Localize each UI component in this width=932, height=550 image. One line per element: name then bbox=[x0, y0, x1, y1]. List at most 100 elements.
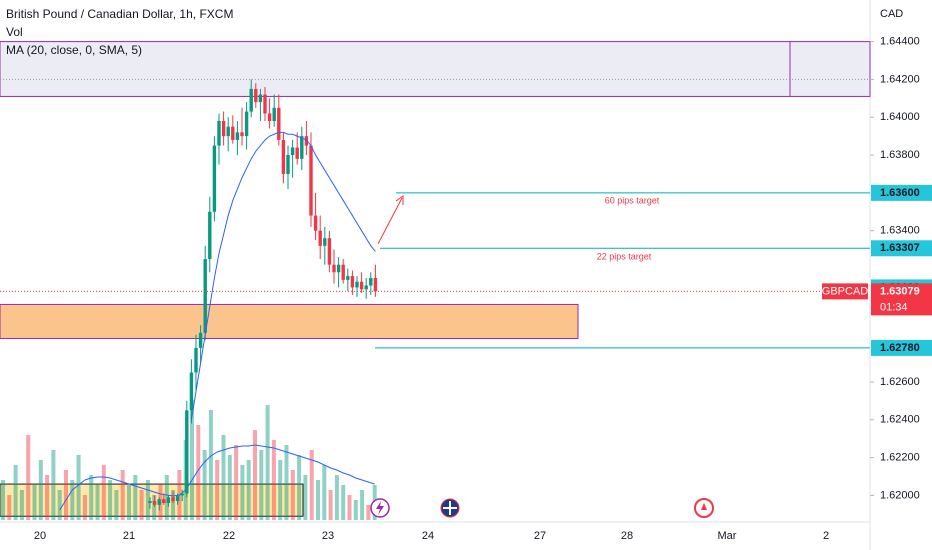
volume-bar bbox=[64, 470, 68, 520]
volume-bar bbox=[227, 455, 232, 520]
volume-bar bbox=[334, 475, 339, 520]
y-tick-label: 1.64000 bbox=[880, 111, 920, 123]
x-tick-label: 24 bbox=[422, 530, 434, 542]
countdown: 01:34 bbox=[880, 301, 908, 313]
volume-bar bbox=[360, 490, 365, 520]
candle-body bbox=[258, 94, 263, 103]
candle-body bbox=[212, 145, 217, 212]
zone bbox=[0, 303, 579, 339]
annotation: 60 pips target bbox=[605, 195, 660, 205]
candle-body bbox=[323, 238, 327, 246]
x-tick-label: 22 bbox=[223, 530, 235, 542]
volume-bar bbox=[127, 485, 131, 520]
candle-body bbox=[336, 264, 341, 273]
volume-bar bbox=[341, 485, 346, 520]
volume-bar bbox=[101, 465, 106, 520]
volume-bar bbox=[145, 480, 150, 520]
y-tick-label: 1.64400 bbox=[880, 36, 920, 48]
candle-body bbox=[300, 136, 304, 159]
volume-bar bbox=[366, 505, 371, 520]
candle-body bbox=[157, 499, 161, 505]
candle-body bbox=[263, 94, 267, 114]
candle-body bbox=[249, 88, 253, 112]
volume-bar bbox=[95, 485, 100, 520]
volume-bar bbox=[152, 495, 157, 520]
volume-bar bbox=[89, 475, 94, 520]
volume-bar bbox=[259, 450, 264, 520]
price-axis bbox=[870, 0, 932, 550]
candle-body bbox=[364, 285, 368, 290]
last-price-bg bbox=[871, 283, 932, 316]
zone bbox=[0, 41, 871, 97]
volume-bar bbox=[316, 480, 320, 520]
candle-body bbox=[180, 493, 184, 496]
y-tick-label: 1.64200 bbox=[880, 73, 920, 85]
x-tick-label: Mar bbox=[718, 530, 737, 542]
volume-bar bbox=[278, 460, 283, 520]
volume-bar bbox=[38, 460, 43, 520]
candle-body bbox=[341, 264, 345, 280]
volume-bar bbox=[32, 485, 37, 520]
flag-cross bbox=[443, 501, 457, 515]
volume-bar bbox=[297, 455, 302, 520]
candle-body bbox=[208, 211, 212, 260]
candle-body bbox=[189, 372, 194, 411]
currency: CAD bbox=[880, 8, 903, 20]
x-tick-label: 28 bbox=[621, 530, 633, 542]
candle-body bbox=[203, 259, 207, 333]
candle-body bbox=[152, 501, 157, 505]
y-tick-label: 1.62600 bbox=[880, 376, 920, 388]
chart-title: British Pound / Canadian Dollar, 1h, FXC… bbox=[6, 7, 233, 21]
volume-bar bbox=[328, 490, 333, 520]
candle-body bbox=[318, 230, 322, 246]
x-tick-label: 27 bbox=[534, 530, 546, 542]
volume-bar bbox=[70, 480, 75, 520]
candle-body bbox=[235, 132, 240, 140]
level-label: 1.63307 bbox=[880, 242, 920, 254]
volume-bar bbox=[45, 475, 50, 520]
volume-bar bbox=[7, 495, 12, 520]
candle-body bbox=[166, 497, 171, 503]
candle-body bbox=[272, 107, 276, 122]
candle-body bbox=[313, 215, 318, 231]
x-tick-label: 23 bbox=[322, 530, 334, 542]
volume-bar bbox=[196, 425, 201, 520]
candle-body bbox=[355, 281, 359, 288]
candle-body bbox=[290, 147, 295, 156]
volume-bar bbox=[240, 465, 245, 520]
level-label: 1.62780 bbox=[880, 342, 920, 354]
volume-bar bbox=[322, 465, 327, 520]
volume-bar bbox=[309, 450, 314, 520]
arrow-head bbox=[395, 195, 404, 205]
volume-bar bbox=[51, 450, 56, 520]
volume-bar bbox=[284, 445, 289, 520]
y-tick-label: 1.63400 bbox=[880, 225, 920, 237]
x-tick-label: 20 bbox=[34, 530, 46, 542]
volume-bar bbox=[190, 400, 194, 520]
candle-body bbox=[295, 147, 299, 159]
y-tick-label: 1.62000 bbox=[880, 489, 920, 501]
candle-body bbox=[217, 121, 221, 146]
symbol-tag: GBPCAD bbox=[822, 285, 869, 297]
ma-line bbox=[190, 131, 376, 420]
volume-bar bbox=[347, 495, 352, 520]
volume-bar bbox=[353, 500, 358, 520]
volume-bar bbox=[265, 405, 270, 520]
candle-body bbox=[171, 497, 175, 502]
volume-bar bbox=[26, 435, 31, 520]
volume-bar bbox=[1, 480, 5, 520]
level-label: 1.63600 bbox=[880, 187, 920, 199]
candle-body bbox=[346, 276, 350, 280]
volume-bar bbox=[221, 435, 226, 520]
candle-body bbox=[162, 499, 166, 503]
volume-bar bbox=[133, 475, 138, 520]
volume-bar bbox=[76, 455, 81, 520]
candle-body bbox=[350, 276, 355, 288]
volume-bar bbox=[171, 490, 176, 520]
volume-bar bbox=[234, 445, 239, 520]
candle-body bbox=[286, 155, 290, 174]
arrow bbox=[377, 197, 403, 245]
volume-bar bbox=[271, 440, 276, 520]
candle-body bbox=[175, 495, 180, 502]
candle-body bbox=[194, 347, 198, 373]
